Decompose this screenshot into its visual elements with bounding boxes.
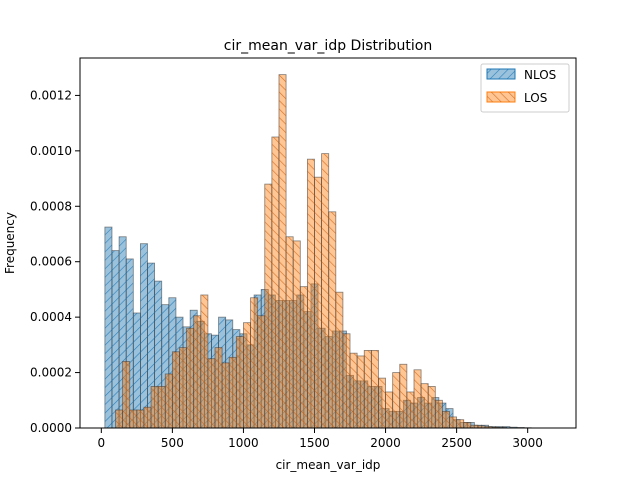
legend: NLOS LOS (480, 63, 570, 113)
y-tick-label-0: 0.0000 (30, 421, 72, 435)
x-tick-label-0: 0 (97, 436, 105, 450)
y-tick-label-4: 0.0008 (30, 199, 72, 213)
x-tick-label-1: 500 (161, 436, 184, 450)
bar-hatch-los-51 (477, 425, 486, 428)
bar-hatch-los-50 (470, 425, 478, 428)
x-tick-label-6: 3000 (512, 436, 543, 450)
y-tick-label-5: 0.0010 (30, 144, 72, 158)
bar-hatch-los-30 (328, 211, 336, 428)
y-axis-label: Frequency (3, 212, 17, 274)
y-tick-label-6: 0.0012 (30, 88, 72, 102)
bar-hatch-los-47 (449, 416, 457, 428)
bar-hatch-los-18 (243, 322, 251, 428)
bar-hatch-nlos-5 (140, 243, 148, 428)
bar-hatch-nlos-1 (111, 250, 120, 428)
x-tick-label-4: 2000 (370, 436, 401, 450)
x-tick-label-5: 2500 (441, 436, 472, 450)
legend-swatch-nlos-hatch (487, 69, 515, 79)
bar-hatch-nlos-4 (133, 312, 141, 428)
bar-hatch-nlos-0 (104, 227, 112, 428)
bar-hatch-los-32 (342, 333, 351, 428)
bar-hatch-los-36 (371, 350, 379, 428)
bar-hatch-nlos-7 (154, 281, 162, 428)
bar-hatch-los-26 (300, 286, 308, 428)
bar-hatch-los-13 (207, 358, 216, 428)
bar-hatch-los-29 (321, 153, 329, 428)
bar-hatch-los-0 (115, 409, 123, 428)
bar-hatch-los-17 (236, 336, 244, 428)
bar-hatch-los-1 (122, 361, 130, 428)
plot-frame (79, 57, 577, 429)
x-axis: 0 500 1000 1500 2000 2500 3000 (97, 428, 543, 450)
bar-hatch-los-48 (456, 419, 464, 428)
bar-hatch-los-49 (463, 422, 471, 428)
bar-hatch-los-52 (485, 426, 493, 428)
bar-hatch-los-43 (421, 383, 429, 428)
x-tick-label-3: 1500 (299, 436, 330, 450)
bar-hatch-los-7 (165, 373, 173, 428)
y-axis: 0.0000 0.0002 0.0004 0.0006 0.0008 0.0010 0.00… (30, 88, 80, 435)
bar-hatch-los-25 (293, 240, 301, 428)
los-bars (115, 74, 507, 428)
bar-hatch-los-9 (179, 347, 187, 428)
bar-hatch-los-4 (143, 407, 152, 428)
bar-hatch-nlos-6 (147, 263, 155, 428)
y-tick-label-3: 0.0006 (30, 255, 72, 269)
bar-hatch-los-3 (136, 409, 144, 428)
bar-hatch-los-10 (186, 328, 194, 428)
bar-hatch-los-44 (428, 386, 436, 428)
bar-hatch-los-22 (271, 136, 279, 428)
bar-hatch-los-42 (413, 369, 422, 428)
y-tick-label-1: 0.0002 (30, 366, 72, 380)
bar-hatch-los-27 (307, 159, 315, 428)
legend-label-los: LOS (524, 91, 547, 105)
bar-hatch-los-12 (200, 294, 208, 428)
bar-hatch-los-40 (399, 364, 407, 428)
bar-hatch-nlos-2 (119, 236, 127, 428)
bar-hatch-los-8 (172, 351, 180, 428)
bar-hatch-nlos-3 (126, 258, 134, 428)
legend-label-nlos: NLOS (524, 68, 556, 82)
y-tick-label-2: 0.0004 (30, 310, 72, 324)
bar-hatch-los-23 (278, 74, 287, 428)
bar-hatch-los-14 (215, 347, 223, 428)
bar-hatch-los-37 (378, 378, 386, 428)
bar-hatch-los-21 (264, 184, 272, 428)
bar-hatch-los-45 (435, 400, 443, 428)
bar-hatch-los-19 (250, 297, 258, 428)
bar-hatch-los-24 (286, 236, 294, 428)
bar-hatch-los-15 (222, 362, 230, 428)
bar-hatch-los-2 (129, 409, 137, 428)
bar-hatch-los-34 (357, 355, 365, 428)
bar-hatch-los-38 (385, 391, 393, 428)
bar-hatch-los-35 (364, 350, 372, 428)
bar-hatch-los-11 (193, 315, 201, 428)
bar-hatch-los-5 (151, 386, 159, 428)
bar-hatch-los-33 (350, 353, 358, 428)
bar-hatch-los-6 (158, 386, 166, 428)
bar-hatch-los-39 (392, 372, 400, 428)
bar-hatch-los-31 (335, 292, 343, 428)
bar-hatch-nlos-8 (161, 304, 169, 428)
bar-hatch-los-28 (314, 177, 322, 428)
bar-hatch-los-46 (442, 411, 450, 428)
legend-swatch-los-hatch (487, 92, 515, 102)
bar-hatch-los-20 (257, 315, 265, 428)
x-axis-label: cir_mean_var_idp (276, 458, 381, 472)
x-tick-label-2: 1000 (228, 436, 259, 450)
bar-hatch-los-41 (406, 391, 414, 428)
bar-hatch-los-16 (229, 357, 237, 428)
chart-title: cir_mean_var_idp Distribution (224, 38, 432, 54)
